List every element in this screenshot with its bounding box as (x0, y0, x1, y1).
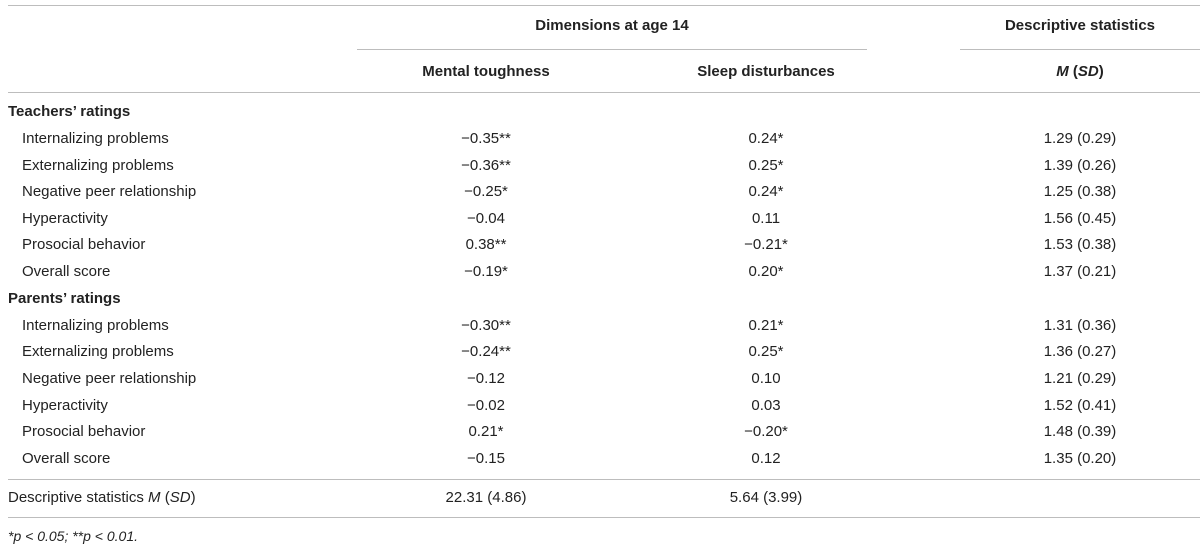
cell-sleep: 0.20* (748, 263, 784, 280)
header-m: M (1056, 63, 1069, 80)
descriptive-underline (960, 49, 1200, 50)
cell-sleep: 0.25* (748, 157, 784, 174)
row-label: Hyperactivity (22, 210, 108, 227)
row-label: Externalizing problems (22, 343, 174, 360)
cell-mental: −0.36** (461, 157, 511, 174)
summary-label: Descriptive statistics M (SD) (8, 489, 196, 506)
summary-label-prefix: Descriptive statistics (8, 489, 149, 506)
footnote: *p < 0.05; **p < 0.01. (8, 528, 138, 544)
row-label: Prosocial behavior (22, 236, 146, 253)
summary-sleep: 5.64 (3.99) (729, 489, 803, 506)
cell-desc: 1.37 (0.21) (1043, 263, 1117, 280)
section-title-teachers: Teachers’ ratings (8, 103, 131, 120)
row-label: Overall score (22, 263, 111, 280)
cell-desc: 1.29 (0.29) (1043, 130, 1117, 147)
cell-mental: −0.19* (464, 263, 508, 280)
cell-sleep: 0.11 (751, 210, 781, 227)
row-label: Hyperactivity (22, 397, 108, 414)
header-bottom-rule (8, 92, 1200, 93)
cell-sleep: 0.25* (748, 343, 784, 360)
cell-mental: −0.30** (461, 317, 511, 334)
body-bottom-rule (8, 479, 1200, 480)
cell-sleep: 0.24* (748, 130, 784, 147)
cell-desc: 1.21 (0.29) (1043, 370, 1117, 387)
cell-desc: 1.36 (0.27) (1043, 343, 1117, 360)
cell-mental: 0.21* (468, 423, 504, 440)
header-mean-sd: M (SD) (1056, 63, 1104, 80)
row-label: Internalizing problems (22, 317, 169, 334)
summary-label-sd: SD (169, 489, 191, 506)
row-label: Negative peer relationship (22, 183, 197, 200)
cell-desc: 1.52 (0.41) (1043, 397, 1117, 414)
cell-sleep: 0.24* (748, 183, 784, 200)
cell-mental: 0.38** (465, 236, 507, 253)
cell-desc: 1.56 (0.45) (1043, 210, 1117, 227)
cell-sleep: −0.20* (744, 423, 788, 440)
header-sleep-disturbances: Sleep disturbances (697, 63, 835, 80)
cell-mental: −0.35** (461, 130, 511, 147)
section-title-parents: Parents’ ratings (8, 290, 121, 307)
cell-mental: −0.04 (467, 210, 505, 227)
cell-sleep: 0.21* (748, 317, 784, 334)
cell-desc: 1.35 (0.20) (1043, 450, 1117, 467)
cell-mental: −0.12 (467, 370, 505, 387)
dimensions-underline (357, 49, 867, 50)
header-dimensions-group: Dimensions at age 14 (535, 17, 689, 34)
table-bottom-rule (8, 517, 1200, 518)
cell-sleep: 0.12 (751, 450, 781, 467)
cell-desc: 1.53 (0.38) (1043, 236, 1117, 253)
cell-mental: −0.25* (464, 183, 508, 200)
header-mental-toughness: Mental toughness (422, 63, 550, 80)
row-label: Internalizing problems (22, 130, 169, 147)
header-sd: SD (1077, 63, 1099, 80)
summary-mental: 22.31 (4.86) (445, 489, 527, 506)
summary-label-m: M (148, 489, 161, 506)
row-label: Overall score (22, 450, 111, 467)
cell-sleep: 0.10 (751, 370, 781, 387)
cell-desc: 1.31 (0.36) (1043, 317, 1117, 334)
cell-desc: 1.48 (0.39) (1043, 423, 1117, 440)
cell-desc: 1.25 (0.38) (1043, 183, 1117, 200)
row-label: Externalizing problems (22, 157, 174, 174)
header-descriptive-group: Descriptive statistics (1004, 17, 1156, 34)
cell-mental: −0.15 (467, 450, 505, 467)
top-rule (8, 5, 1200, 6)
cell-mental: −0.24** (461, 343, 511, 360)
cell-sleep: 0.03 (751, 397, 781, 414)
row-label: Prosocial behavior (22, 423, 146, 440)
row-label: Negative peer relationship (22, 370, 197, 387)
cell-desc: 1.39 (0.26) (1043, 157, 1117, 174)
cell-mental: −0.02 (467, 397, 505, 414)
cell-sleep: −0.21* (744, 236, 788, 253)
